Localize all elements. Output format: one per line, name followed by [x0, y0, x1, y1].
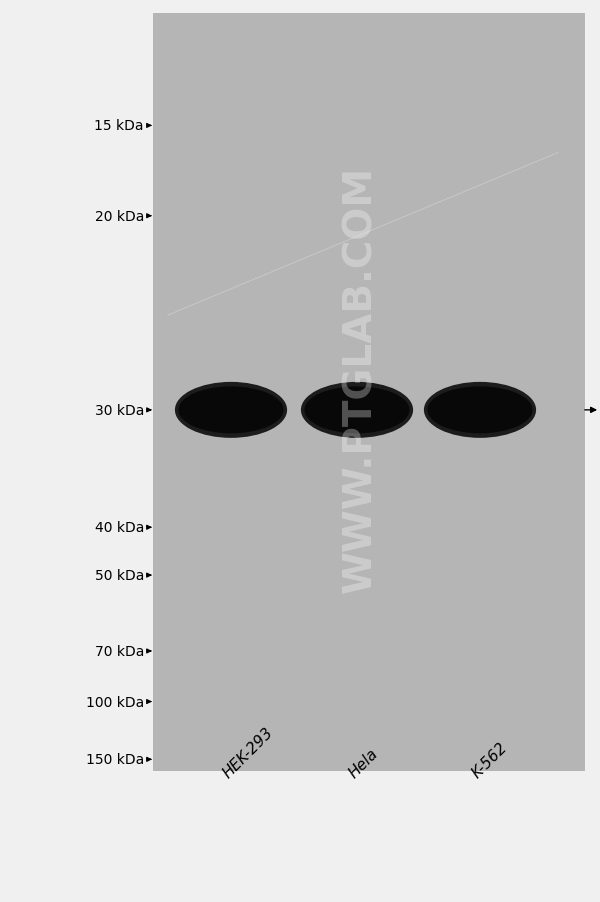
Ellipse shape — [305, 387, 409, 434]
Ellipse shape — [175, 382, 287, 438]
Text: K-562: K-562 — [469, 739, 511, 780]
Text: 100 kDa: 100 kDa — [86, 695, 144, 709]
Text: 50 kDa: 50 kDa — [95, 568, 144, 583]
Bar — [153, 14, 585, 771]
Ellipse shape — [179, 387, 284, 434]
Text: Hela: Hela — [346, 745, 382, 780]
Ellipse shape — [424, 382, 536, 438]
Text: 20 kDa: 20 kDa — [95, 209, 144, 224]
Text: 15 kDa: 15 kDa — [95, 119, 144, 133]
Text: 70 kDa: 70 kDa — [95, 644, 144, 658]
Text: 150 kDa: 150 kDa — [86, 752, 144, 767]
Text: HEK-293: HEK-293 — [220, 724, 277, 780]
Ellipse shape — [301, 382, 413, 438]
Text: WWW.PTGLAB.COM: WWW.PTGLAB.COM — [341, 165, 379, 593]
Text: 30 kDa: 30 kDa — [95, 403, 144, 418]
Ellipse shape — [427, 387, 533, 434]
Text: 40 kDa: 40 kDa — [95, 520, 144, 535]
